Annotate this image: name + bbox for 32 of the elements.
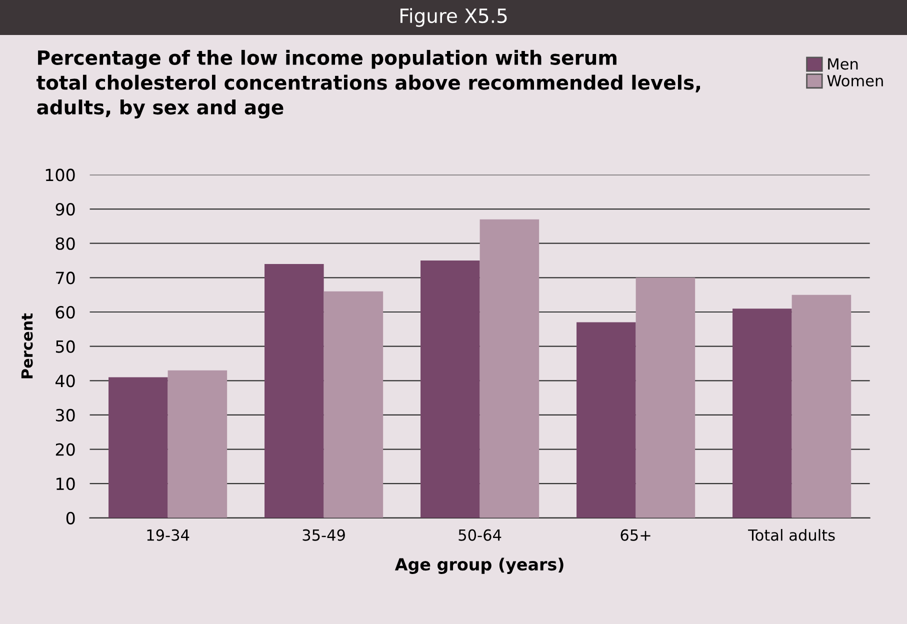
bar	[108, 377, 168, 518]
chart-title: Percentage of the low income population with serum total cholesterol concentrations above recommended levels, adults, by sex and age	[36, 50, 700, 118]
x-tick-label: 50-64	[458, 529, 502, 541]
x-tick-label: 35-49	[302, 529, 345, 541]
x-tick-label: 65+	[620, 529, 650, 541]
y-tick-label: 40	[56, 374, 75, 388]
y-tick-label: 30	[56, 408, 75, 422]
legend-label: Women	[827, 75, 883, 86]
bar	[576, 322, 636, 518]
y-tick-label: 90	[56, 203, 75, 216]
y-tick-label: 10	[56, 478, 75, 490]
bar	[732, 308, 792, 518]
x-tick-label: 19-34	[147, 529, 190, 541]
y-tick-label: 80	[56, 237, 75, 250]
bar	[792, 294, 852, 518]
legend-label: Men	[828, 58, 858, 70]
bar	[636, 278, 696, 518]
caption: Figure X5.5	[400, 8, 507, 27]
y-tick-label: 100	[46, 168, 75, 182]
y-tick-label: 20	[56, 443, 75, 456]
bar	[480, 219, 540, 518]
bar	[168, 370, 228, 518]
bar	[324, 291, 384, 518]
bar	[420, 260, 480, 518]
x-tick-label: Total adults	[748, 529, 835, 541]
y-tick-label: 70	[56, 272, 75, 284]
y-tick-label: 50	[56, 340, 75, 353]
y-tick-label: 60	[56, 306, 75, 319]
y-tick-label: 0	[66, 512, 75, 524]
y-axis-title: Percent	[21, 313, 33, 378]
x-axis-title: Age group (years)	[394, 558, 564, 574]
bar	[264, 264, 324, 518]
